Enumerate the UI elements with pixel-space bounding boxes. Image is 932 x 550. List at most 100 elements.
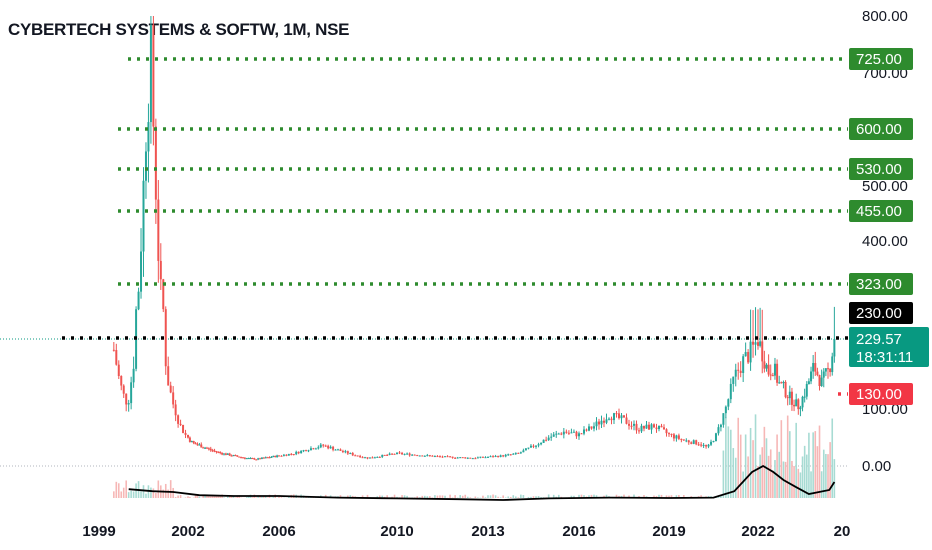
volume-bar xyxy=(537,496,540,498)
candle-body xyxy=(537,444,540,446)
candle-body xyxy=(309,448,312,451)
candle-body xyxy=(207,448,210,450)
candle-body xyxy=(127,403,130,405)
candle-body xyxy=(707,444,710,447)
volume-bar xyxy=(169,480,172,498)
candle-body xyxy=(421,455,424,457)
volume-bar xyxy=(177,495,179,498)
volume-bar xyxy=(722,450,725,498)
candle-body xyxy=(532,445,535,447)
candle-body xyxy=(137,291,140,310)
chart-title: CYBERTECH SYSTEMS & SOFTW, 1M, NSE xyxy=(8,20,350,39)
candle-body xyxy=(172,392,175,405)
volume-bar xyxy=(474,496,477,498)
volume-bar xyxy=(487,495,489,498)
candle-body xyxy=(818,375,821,387)
candle-body xyxy=(765,364,768,369)
candle-body xyxy=(373,457,376,459)
candle-body xyxy=(527,447,530,449)
candle-body xyxy=(433,456,436,458)
x-tick-2010: 2010 xyxy=(380,523,413,540)
volume-bar xyxy=(122,487,125,498)
candle-body xyxy=(300,450,303,454)
level-tag-bg xyxy=(849,302,913,324)
candle-body xyxy=(732,376,735,384)
candle-body xyxy=(650,424,653,430)
candle-body xyxy=(628,423,630,426)
volume-bar xyxy=(426,496,429,498)
candle-body xyxy=(393,453,396,455)
candle-body xyxy=(535,445,538,447)
candle-body xyxy=(771,375,774,377)
volume-bar xyxy=(196,494,199,498)
volume-bar xyxy=(436,495,439,498)
y-tick-100.00: 100.00 xyxy=(862,401,908,418)
level-tag-bg xyxy=(849,200,913,222)
candle-body xyxy=(431,455,434,457)
candle-body xyxy=(152,24,155,127)
candle-body xyxy=(292,453,295,455)
candle-body xyxy=(241,457,244,459)
candle-body xyxy=(236,455,239,457)
candle-body xyxy=(179,423,182,425)
volume-bar xyxy=(234,497,237,498)
candle-body xyxy=(169,385,172,393)
volume-bar xyxy=(732,448,735,498)
candle-body xyxy=(232,455,235,457)
candle-body xyxy=(585,429,588,431)
volume-bar xyxy=(213,495,216,498)
candle-body xyxy=(272,455,275,457)
volume-bar xyxy=(784,461,787,498)
price-tags: 725.00 600.00 530.00 455.00 323.00 230.00 130.… xyxy=(849,48,929,405)
candle-body xyxy=(705,444,708,447)
candle-body xyxy=(122,385,125,394)
volume-bar xyxy=(509,496,512,498)
volume-bar xyxy=(113,491,115,498)
candle-body xyxy=(302,450,305,452)
volume-bar xyxy=(280,497,283,498)
candle-body xyxy=(154,126,157,200)
candle-body xyxy=(426,455,429,457)
candle-body xyxy=(297,451,300,454)
candle-body xyxy=(507,454,510,456)
candle-body xyxy=(562,431,565,435)
volume-bar xyxy=(522,495,525,498)
level-tag-label: 455.00 xyxy=(856,203,902,220)
x-tick-2016: 2016 xyxy=(562,523,595,540)
candle-body xyxy=(278,455,280,457)
volume-bar xyxy=(595,495,598,498)
candle-body xyxy=(249,458,252,460)
volume-bar xyxy=(725,417,727,498)
level-tag-label: 600.00 xyxy=(856,121,902,138)
candle-body xyxy=(739,370,742,373)
candle-body xyxy=(593,426,595,429)
volume-bar xyxy=(633,494,635,498)
candle-body xyxy=(280,455,283,457)
candle-body xyxy=(339,449,342,451)
candle-body xyxy=(132,368,135,383)
volume-bar xyxy=(494,495,497,498)
volume-bar xyxy=(583,495,585,498)
candle-body xyxy=(253,458,256,460)
candle-body xyxy=(381,454,384,457)
volume-bar xyxy=(184,497,187,498)
candle-body xyxy=(459,457,462,459)
volume-bar xyxy=(339,495,342,498)
candle-body xyxy=(260,457,263,459)
candle-body xyxy=(545,439,548,441)
candle-body xyxy=(312,448,315,450)
volume-bar xyxy=(742,471,744,498)
volume-bar xyxy=(444,495,446,498)
candle-body xyxy=(805,384,808,397)
candle-body xyxy=(295,451,298,455)
volume-bar xyxy=(461,495,464,498)
candle-body xyxy=(436,456,439,458)
volume-bar xyxy=(194,495,197,498)
candle-body xyxy=(761,341,764,362)
candle-body xyxy=(270,456,273,458)
candle-body xyxy=(504,454,507,457)
volume-bar xyxy=(454,495,456,498)
candle-body xyxy=(799,407,802,410)
